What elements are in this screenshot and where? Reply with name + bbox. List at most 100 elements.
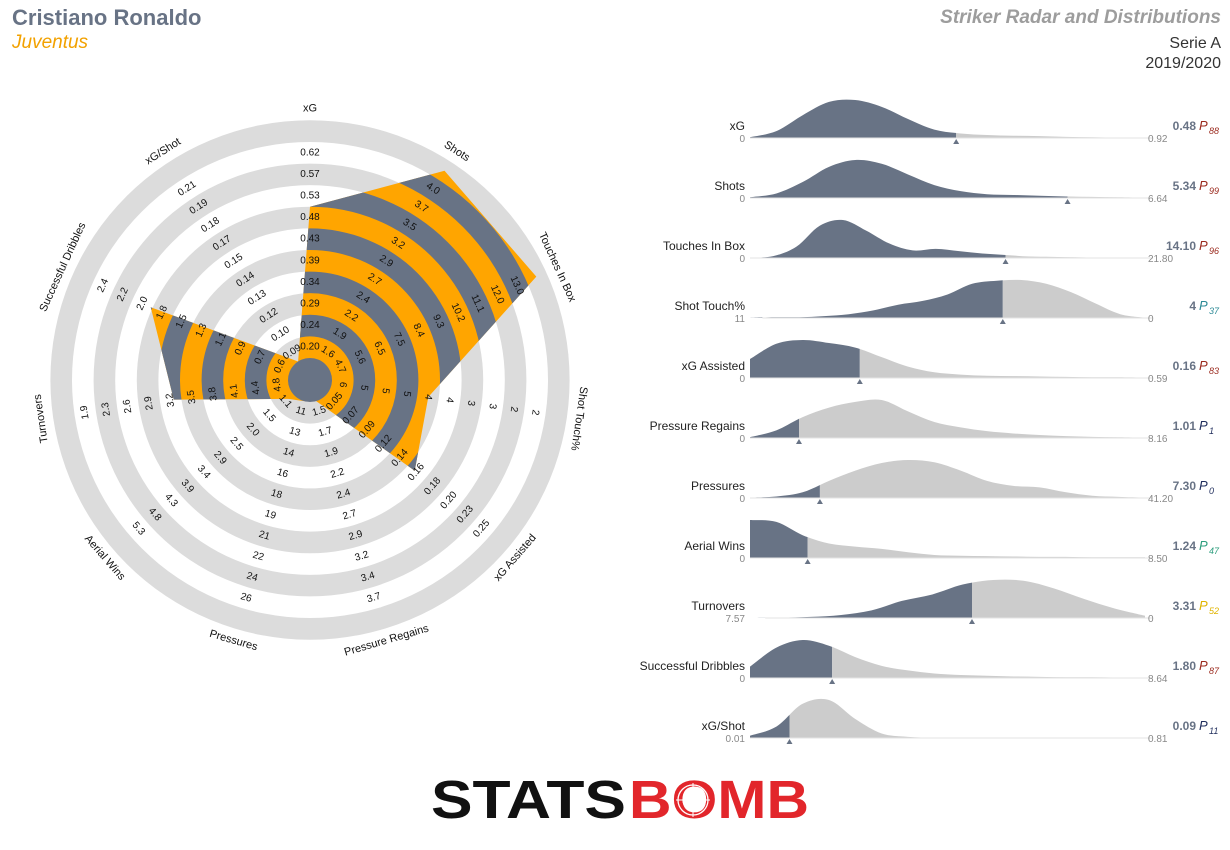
radar-tick-label: 0.20 — [300, 342, 320, 353]
dist-area-below — [750, 99, 957, 138]
radar-tick-label: 3.4 — [360, 570, 377, 585]
radar-tick-label: 0.39 — [300, 255, 320, 266]
radar-tick-label: 5 — [401, 390, 413, 398]
dist-value-label: 0.48 — [1173, 119, 1197, 133]
radar-tick-label: 1.9 — [323, 446, 340, 461]
dist-area-above — [971, 579, 1145, 618]
dist-max-label: 0.92 — [1148, 134, 1168, 145]
radar-tick-label: 1.1 — [213, 330, 229, 348]
dist-value-label: 0.09 — [1173, 719, 1197, 733]
dist-percentile-p: P — [1199, 118, 1208, 133]
dist-value-label: 3.31 — [1173, 599, 1197, 613]
radar-tick-label: 3.2 — [354, 549, 371, 564]
dist-marker — [816, 499, 823, 504]
radar-tick-label: 1.8 — [154, 304, 170, 322]
dist-percentile-value: 87 — [1209, 666, 1220, 676]
dist-min-label: 0 — [739, 554, 745, 565]
dist-marker — [968, 619, 975, 624]
dist-percentile-p: P — [1199, 238, 1208, 253]
player-name: Cristiano Ronaldo — [12, 5, 202, 30]
radar-tick-label: 1.9 — [79, 404, 92, 420]
dist-metric-label: xG/Shot — [702, 719, 746, 733]
dist-value-label: 4 — [1189, 299, 1196, 313]
dist-area-above — [789, 698, 1145, 739]
dist-area-below — [750, 280, 1003, 318]
radar-tick-label: 8.4 — [411, 322, 427, 340]
dist-metric-label: Pressures — [691, 479, 745, 493]
radar-tick-label: 9.3 — [430, 313, 446, 331]
dist-percentile-p: P — [1199, 358, 1208, 373]
dist-min-label: 0 — [739, 494, 745, 505]
radar-tick-label: 2.0 — [135, 295, 151, 313]
dist-percentile-value: 96 — [1209, 246, 1219, 256]
dist-percentile-p: P — [1199, 178, 1208, 193]
dist-metric-label: Turnovers — [691, 599, 745, 613]
radar-tick-label: 2.3 — [100, 401, 113, 417]
dist-value-label: 1.01 — [1173, 419, 1197, 433]
dist-percentile-p: P — [1199, 538, 1208, 553]
dist-value-label: 1.80 — [1173, 659, 1197, 673]
radar-tick-label: 1.5 — [311, 404, 328, 419]
dist-metric-label: Successful Dribbles — [640, 659, 745, 673]
radar-chart: 0.200.240.290.340.390.430.480.530.570.62… — [32, 102, 590, 658]
dist-marker — [1064, 199, 1071, 204]
dist-metric-label: xG Assisted — [682, 359, 745, 373]
dist-area-above — [1005, 254, 1145, 258]
radar-tick-label: 1.7 — [317, 425, 334, 440]
radar-tick-label: 0.24 — [300, 320, 320, 331]
radar-tick-label: 0.29 — [300, 299, 320, 310]
dist-marker — [804, 559, 811, 564]
dist-area-below — [750, 582, 972, 618]
dist-area-above — [956, 133, 1145, 138]
radar-metric-label: xG — [303, 102, 317, 114]
dist-min-label: 0 — [739, 674, 745, 685]
radar-tick-label: 5 — [358, 384, 370, 392]
dist-area-below — [750, 714, 790, 738]
dist-metric-label: xG — [730, 119, 745, 133]
dist-area-below — [750, 485, 820, 498]
dist-area-below — [750, 219, 1006, 258]
dist-max-label: 21.80 — [1148, 254, 1173, 265]
radar-tick-label: 3.2 — [164, 392, 177, 408]
dist-value-label: 0.16 — [1173, 359, 1197, 373]
radar-metric-label: Shot Touch% — [568, 386, 589, 452]
dist-metric-label: Shots — [714, 179, 745, 193]
radar-tick-label: 0.18 — [199, 215, 222, 235]
dist-value-label: 5.34 — [1173, 179, 1197, 193]
dist-min-label: 0 — [739, 194, 745, 205]
radar-tick-label: 7.5 — [391, 331, 407, 349]
season: 2019/2020 — [1145, 55, 1221, 72]
dist-area-above — [832, 646, 1145, 678]
dist-area-above — [859, 348, 1145, 378]
dist-max-label: 8.16 — [1148, 434, 1168, 445]
dist-max-label: 0.59 — [1148, 374, 1168, 385]
radar-tick-label: 1.3 — [194, 321, 210, 339]
radar-tick-label: 1.5 — [174, 313, 190, 331]
radar-tick-label: 4 — [443, 397, 455, 405]
radar-tick-label: 4.3 — [162, 492, 180, 510]
dist-percentile-value: 37 — [1209, 306, 1220, 316]
dist-percentile-p: P — [1199, 598, 1208, 613]
dist-marker — [829, 679, 836, 684]
dist-area-above — [819, 459, 1145, 498]
radar-tick-label: 4.4 — [250, 380, 263, 396]
radar-tick-label: 2.9 — [348, 528, 365, 543]
dist-min-label: 0.01 — [726, 734, 746, 745]
radar-tick-label: 2 — [529, 409, 541, 417]
radar-tick-label: 1.5 — [260, 407, 278, 425]
dist-max-label: 0 — [1148, 314, 1154, 325]
dist-metric-label: Touches In Box — [663, 239, 745, 253]
radar-tick-label: 6 — [337, 381, 349, 389]
dist-max-label: 8.64 — [1148, 674, 1168, 685]
team-name: Juventus — [12, 32, 89, 53]
radar-tick-label: 3.4 — [195, 463, 213, 481]
radar-tick-label: 3.5 — [186, 389, 199, 405]
dist-area-below — [750, 639, 833, 678]
dist-max-label: 0 — [1148, 614, 1154, 625]
dist-metric-label: Aerial Wins — [684, 539, 745, 553]
dist-min-label: 0 — [739, 134, 745, 145]
radar-tick-label: 0.34 — [300, 277, 320, 288]
radar-tick-label: 0.15 — [223, 251, 246, 271]
radar-tick-label: 3.7 — [366, 591, 383, 606]
